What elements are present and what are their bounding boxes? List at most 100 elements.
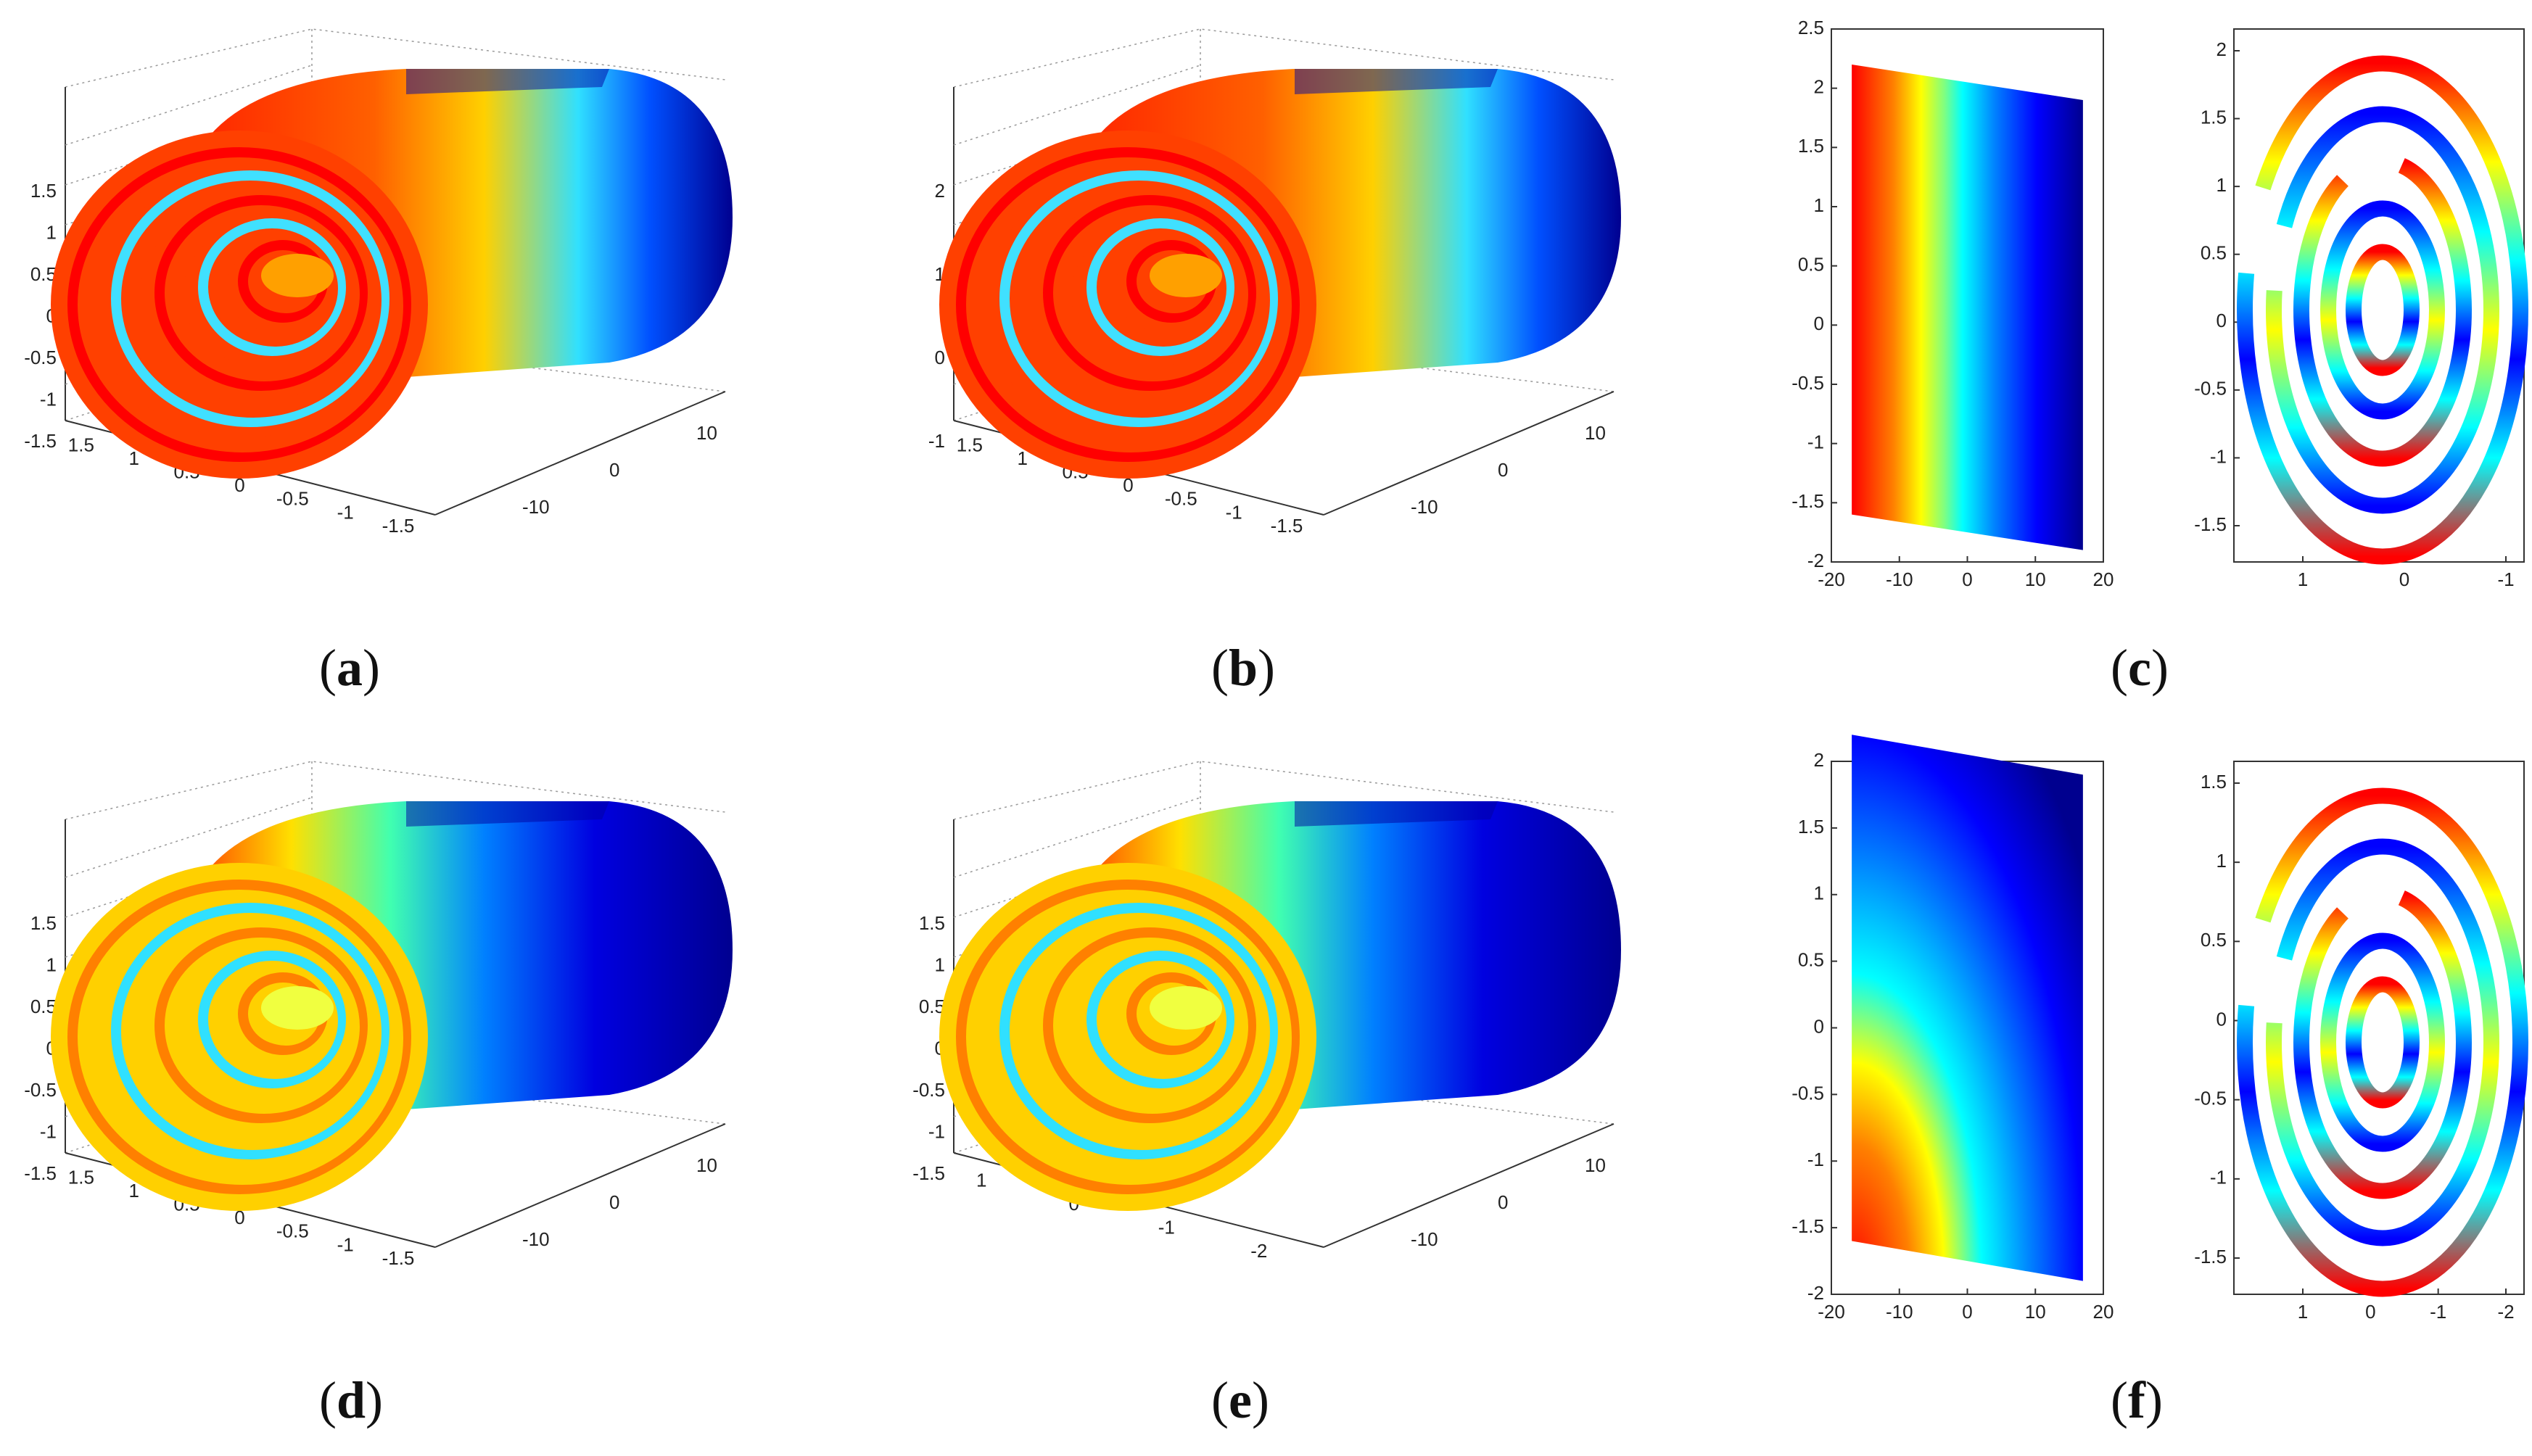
spiral-ring (2266, 838, 2499, 1246)
spiral-turn (1086, 951, 1234, 1088)
x-tick-label: 0 (1123, 474, 1133, 496)
x-tick-label: 10 (2025, 568, 2046, 590)
x-tick-label: 0 (234, 474, 244, 496)
x-tick-label: 1 (2298, 568, 2308, 590)
panel-d-surface: 1.510.50-0.5-1-1.51.510.50-0.5-1-1.5100-… (24, 761, 733, 1269)
y-tick-label: -0.5 (1791, 372, 1824, 394)
panel-f-projections: 21.510.50-0.5-1-1.5-2-20 -10 0 10 201.510.50… (1791, 735, 2528, 1323)
cylinder-step (1295, 69, 1498, 94)
spiral-turn-face (1013, 183, 1270, 418)
spiral-turn-face (970, 892, 1292, 1185)
spiral-turn-face (1100, 231, 1226, 347)
x-tick-label: 0 (1962, 1301, 1972, 1323)
z-tick-label: -1 (928, 1120, 945, 1142)
y-tick-label: 1 (1814, 194, 1824, 216)
spiral-turn (198, 951, 346, 1088)
z-tick-label: 2 (935, 180, 945, 202)
z-tick-label: 0.5 (30, 263, 57, 285)
x-tick-label: -1 (337, 1233, 354, 1255)
x-tick-label: -20 (1818, 568, 1845, 590)
x-tick-label: -0.5 (276, 1220, 309, 1242)
spiral-turn-face (81, 160, 403, 452)
z-tick-label: -1 (40, 388, 57, 410)
y-tick-label: -10 (1411, 496, 1438, 518)
heatmap-field (1852, 65, 2083, 550)
y-tick-label: 10 (696, 422, 717, 444)
spiral-core (261, 986, 334, 1030)
spiral-turn (1043, 195, 1256, 391)
x-tick-label: 1.5 (68, 1166, 94, 1188)
y-tick-label: 2.5 (1798, 17, 1824, 38)
cylinder-step (406, 69, 609, 94)
caption-f: (f) (2111, 1371, 2163, 1429)
spiral-turn-face (212, 231, 338, 347)
grid-line (953, 65, 1201, 146)
z-tick-label: -0.5 (24, 1079, 57, 1101)
panel-c-projections: 2.521.510.50-0.5-1-1.5-2-20 -10 0 10 2021.51… (1791, 17, 2528, 590)
caption-e: (e) (1211, 1371, 1269, 1429)
x-tick-label: -1 (1158, 1217, 1175, 1238)
x-tick-label: -0.5 (1165, 488, 1197, 510)
spiral-ring (2293, 885, 2472, 1199)
x-tick-label: 0 (2365, 1301, 2375, 1323)
spiral-turn (999, 903, 1278, 1159)
spiral-turn (956, 147, 1300, 462)
y-tick-label: 0 (1814, 1015, 1824, 1037)
spiral-ring (2320, 932, 2445, 1152)
spiral-turn (111, 903, 389, 1159)
x-tick-label: -1.5 (382, 1247, 415, 1269)
x-tick-label: -1 (337, 501, 354, 523)
spiral-turn (67, 880, 411, 1194)
spiral-ring (2266, 106, 2499, 514)
cylinder-step (406, 801, 609, 827)
caption-d: (d) (319, 1371, 384, 1429)
spiral-turn-face (125, 183, 382, 418)
y-tick-label: -2 (1807, 1282, 1824, 1304)
y-tick-label: -10 (522, 496, 550, 518)
spiral-ring (2346, 244, 2420, 376)
spiral-turn-face (1013, 915, 1270, 1150)
spiral-turn (956, 880, 1300, 1194)
z-tick-label: 1 (935, 954, 945, 975)
z-tick-label: -0.5 (912, 1079, 945, 1101)
y-tick-label: 0 (609, 459, 619, 481)
y-tick-label: 10 (696, 1154, 717, 1176)
spiral-turn (111, 170, 389, 427)
z-tick-label: 1 (46, 954, 57, 975)
spiral-turn (1043, 927, 1256, 1123)
y-axis-line (434, 391, 726, 516)
y-tick-label: -1.5 (2194, 513, 2227, 535)
x-tick-label: -1 (2497, 568, 2514, 590)
y-tick-label: -10 (1411, 1228, 1438, 1250)
spiral-turn-face (1057, 207, 1248, 381)
z-tick-label: 0.5 (919, 996, 945, 1017)
x-tick-label: -1 (1226, 501, 1242, 523)
heatmap-field (1852, 735, 2083, 1281)
y-tick-label: -0.5 (2194, 1088, 2227, 1109)
z-tick-label: 1.5 (30, 180, 57, 202)
z-tick-label: 1 (46, 221, 57, 243)
spiral-turn (154, 195, 368, 391)
spiral-turn (999, 170, 1278, 427)
spiral-turn-face (168, 940, 360, 1114)
z-tick-label: -1 (928, 430, 945, 452)
z-tick-label: 1.5 (30, 912, 57, 934)
grid-line (65, 797, 313, 878)
y-tick-label: -1.5 (2194, 1246, 2227, 1267)
spiral-turn (1086, 218, 1234, 356)
x-tick-label: 1 (2298, 1301, 2308, 1323)
spiral-turn (198, 218, 346, 356)
y-tick-label: -1 (2210, 1167, 2227, 1188)
y-tick-label: 0 (2216, 1008, 2227, 1030)
z-tick-label: -1.5 (24, 430, 57, 452)
x-tick-label: 20 (2093, 568, 2114, 590)
x-tick-label: 0 (2399, 568, 2409, 590)
y-tick-label: -1.5 (1791, 490, 1824, 512)
y-tick-label: 10 (1585, 422, 1606, 444)
y-tick-label: 1.5 (1798, 816, 1824, 837)
x-tick-label: 1 (1017, 447, 1027, 469)
y-tick-label: 0.5 (2201, 242, 2227, 264)
y-tick-label: -0.5 (2194, 378, 2227, 400)
cylinder-step (1295, 801, 1498, 827)
z-tick-label: -1.5 (912, 1162, 945, 1184)
